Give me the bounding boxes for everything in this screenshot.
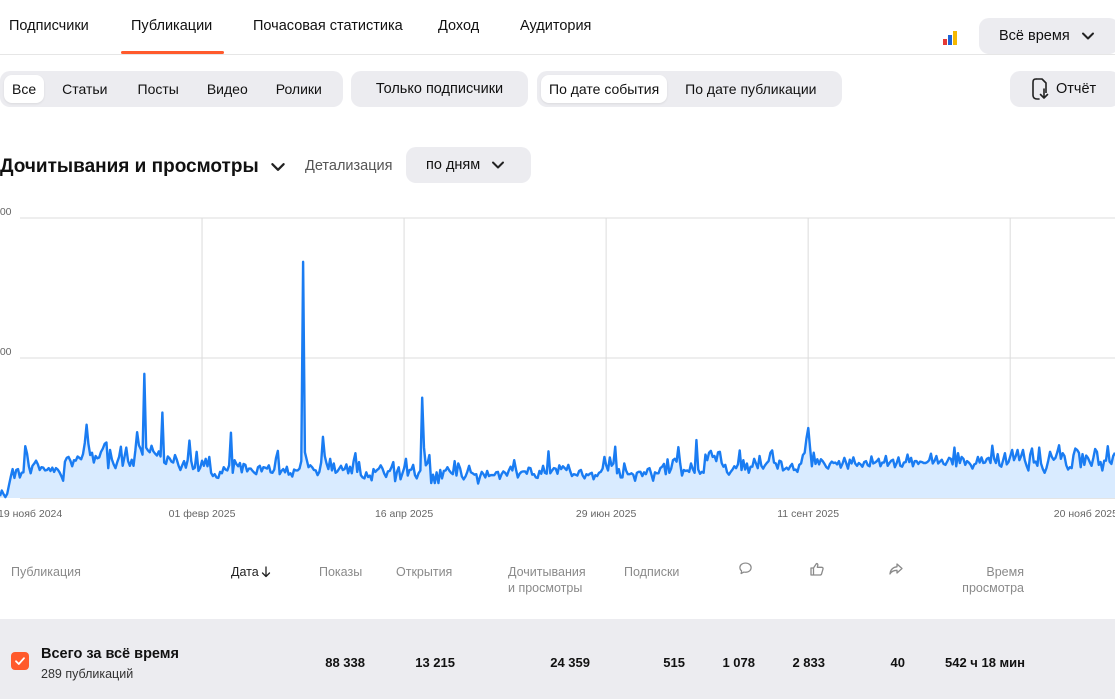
total-watch-time: 542 ч 18 мин xyxy=(945,655,1025,670)
thumbs-up-icon xyxy=(810,562,824,576)
filter-articles[interactable]: Статьи xyxy=(62,81,108,97)
col-time-line1: Время xyxy=(986,565,1024,579)
analytics-logo-icon xyxy=(943,27,963,45)
metric-selector[interactable]: Дочитывания и просмотры xyxy=(0,156,287,178)
arrow-down-icon xyxy=(261,566,270,578)
col-likes[interactable] xyxy=(809,561,825,581)
x-tick-label: 19 нояб 2024 xyxy=(0,508,62,520)
period-label: Всё время xyxy=(999,28,1070,44)
tab-income[interactable]: Доход xyxy=(438,18,480,34)
tab-audience[interactable]: Аудитория xyxy=(520,18,592,34)
detail-value: по дням xyxy=(426,157,481,173)
metric-title: Дочитывания и просмотры xyxy=(0,156,259,177)
total-likes: 2 833 xyxy=(792,655,825,670)
report-button[interactable]: Отчёт xyxy=(1010,71,1115,107)
share-icon xyxy=(889,563,903,575)
total-row xyxy=(0,619,1115,699)
col-reads[interactable]: Дочитывания и просмотры xyxy=(508,564,586,596)
total-reposts: 40 xyxy=(890,655,905,670)
col-opens[interactable]: Открытия xyxy=(396,565,453,579)
tab-publications[interactable]: Публикации xyxy=(120,18,225,54)
x-tick-label: 29 июн 2025 xyxy=(576,508,637,520)
total-subs: 515 xyxy=(663,655,685,670)
detail-dropdown[interactable]: по дням xyxy=(406,147,531,183)
x-tick-label: 01 февр 2025 xyxy=(169,508,236,520)
col-subs[interactable]: Подписки xyxy=(624,565,680,579)
period-dropdown[interactable]: Всё время xyxy=(979,18,1115,54)
col-shows[interactable]: Показы xyxy=(319,565,363,579)
tab-subscribers[interactable]: Подписчики xyxy=(9,18,89,34)
chart-grid xyxy=(20,217,1115,499)
total-opens: 13 215 xyxy=(415,655,455,670)
x-tick-label: 11 сент 2025 xyxy=(777,508,839,520)
comment-icon xyxy=(739,562,752,575)
x-axis: 19 нояб 2024 01 февр 2025 16 апр 2025 29 ию… xyxy=(0,508,1115,520)
filter-shorts[interactable]: Ролики xyxy=(275,81,322,97)
total-shows: 88 338 xyxy=(325,655,365,670)
y-tick-label: 300 xyxy=(0,346,12,358)
col-date[interactable]: Дата xyxy=(231,564,271,580)
total-subtitle: 289 публикаций xyxy=(41,667,134,681)
col-reads-line1: Дочитывания xyxy=(508,565,586,579)
col-watch-time[interactable]: Время просмотра xyxy=(950,564,1024,596)
detail-label: Детализация xyxy=(305,158,393,174)
content-type-filter: Все Статьи Посты Видео Ролики xyxy=(0,71,343,107)
x-tick-label: 16 апр 2025 xyxy=(375,508,433,520)
chart-line xyxy=(0,260,1115,499)
date-mode-publication[interactable]: По дате публикации xyxy=(685,81,817,97)
filter-videos[interactable]: Видео xyxy=(206,81,248,97)
subscribers-only-toggle[interactable]: Только подписчики xyxy=(351,71,528,107)
total-checkbox[interactable] xyxy=(11,652,29,670)
top-navigation: Подписчики Публикации Почасовая статисти… xyxy=(0,0,1115,55)
date-mode-event[interactable]: По дате события xyxy=(541,75,668,103)
col-time-line2: просмотра xyxy=(962,581,1024,595)
filter-all[interactable]: Все xyxy=(4,75,45,103)
col-reposts[interactable] xyxy=(888,561,904,581)
report-label: Отчёт xyxy=(1056,81,1097,97)
x-tick-label: 20 нояб 2025 xyxy=(1054,508,1115,520)
date-mode-filter: По дате события По дате публикации xyxy=(537,71,842,107)
chart-area xyxy=(0,261,1115,498)
filter-posts[interactable]: Посты xyxy=(137,81,179,97)
chevron-down-icon xyxy=(270,163,285,171)
total-title: Всего за всё время xyxy=(41,646,179,662)
document-download-icon xyxy=(1032,78,1049,100)
y-tick-label: 600 xyxy=(0,206,12,218)
tab-hourly-stats[interactable]: Почасовая статистика xyxy=(253,18,403,34)
col-comments[interactable] xyxy=(738,561,753,580)
total-comments: 1 078 xyxy=(722,655,755,670)
checkmark-icon xyxy=(15,657,25,665)
col-publication[interactable]: Публикация xyxy=(11,565,81,579)
total-reads: 24 359 xyxy=(550,655,590,670)
chevron-down-icon xyxy=(492,161,505,169)
col-reads-line2: и просмотры xyxy=(508,581,583,595)
col-date-label: Дата xyxy=(231,565,259,579)
y-axis: 6003000 xyxy=(0,206,12,358)
chevron-down-icon xyxy=(1081,32,1094,40)
